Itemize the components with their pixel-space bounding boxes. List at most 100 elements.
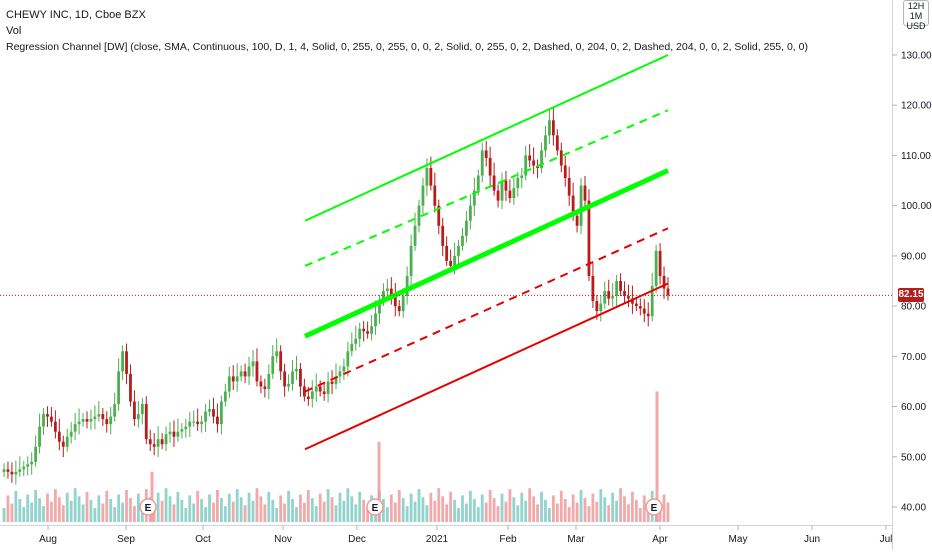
volume-bar [251,500,255,522]
y-tick-label: 100.00 [901,201,932,212]
volume-bar [97,495,101,522]
candle-body [520,175,524,179]
candle-body [129,373,132,402]
candle-body [575,215,579,226]
candle-body [405,275,409,297]
volume-bar [255,488,259,522]
x-tick-label: Mar [567,534,585,545]
candle-body [619,281,622,292]
x-tick-label: May [729,534,748,545]
volume-bar [421,497,425,522]
x-tick-label: Oct [195,534,211,545]
volume-bar [184,508,188,522]
x-axis: Aug Sep Oct Nov Dec 2021 Feb Mar Apr May Jun Jul [39,525,892,545]
volume-bar [267,491,271,522]
candle-body [488,157,492,176]
volume-bar [655,391,659,522]
candle-body [480,150,484,176]
volume-bar [385,507,389,522]
volume-bar [291,499,294,522]
volume-bar [322,501,326,522]
candle-body [279,351,283,372]
volume-bar [401,498,405,522]
x-tick-label: Sep [117,534,135,545]
candle-body [504,180,508,191]
candle-body [30,461,34,465]
volume-bar [465,503,468,522]
volume-bar [563,499,567,522]
candle-body [85,419,89,422]
volume-bar [548,508,551,522]
volume-bar [275,508,279,522]
volume-bar [208,494,211,522]
volume-bar [449,491,453,522]
channel-upper-dashed [304,109,669,267]
candle-body [164,434,168,445]
volume-bar [567,507,571,522]
candle-body [287,383,290,387]
candle-body [53,421,57,432]
candle-body [453,255,456,266]
candle-body [69,431,73,437]
candle-body [433,185,437,206]
candle-body [109,416,113,425]
candle-body [105,419,109,425]
channel-lower-solid [304,282,669,451]
last-price-label: 82.15 [898,288,924,303]
volume-bar [65,492,69,522]
volume-bar [468,490,472,522]
volume-bar [334,505,338,522]
candle-body [393,296,397,307]
candle-body [291,371,294,384]
volume-bar [30,502,34,522]
earnings-label: E [145,503,152,514]
volume-bar [496,506,500,522]
volume-bar [559,490,563,522]
volume-bar [231,501,235,522]
volume-bar [425,505,429,522]
volume-bar [188,495,192,522]
volume-bar [551,495,555,522]
volume-bar [243,505,247,522]
volume-bar [152,505,156,522]
volume-bar [156,492,160,522]
volume-legend: Vol [6,25,22,37]
volume-bar [235,489,239,522]
candle-body [302,386,306,397]
candle-body [235,376,239,382]
volume-bar [504,501,508,522]
channel-lower-dashed [304,227,669,393]
candle-body [449,260,453,266]
volume-bar [658,507,662,522]
candle-body [461,235,464,246]
candle-body [255,361,259,382]
candle-body [299,368,302,387]
volume-bar [540,491,543,522]
volume-bar [579,490,583,522]
candle-body [544,135,547,151]
volume-bar [488,490,492,522]
volume-bar [595,501,599,522]
candle-body [445,245,449,261]
volume-bar [457,508,460,522]
candle-body [615,281,619,297]
volume-bar [192,503,196,522]
candle-body [46,414,49,417]
candle-body [374,313,377,327]
candle-body [263,386,267,389]
volume-bar [10,503,14,522]
candle-body [591,275,595,302]
candle-body [121,351,124,372]
candle-body [342,366,346,372]
currency-selector[interactable]: 12H 1M USD [903,0,929,31]
earnings-marker [139,498,157,516]
earnings-label: E [372,503,379,514]
candle-body [413,225,417,246]
volume-bar [429,492,433,522]
volume-bar [42,506,45,522]
volume-bar [366,508,370,522]
candle-body [133,401,136,420]
volume-bar [409,493,413,522]
